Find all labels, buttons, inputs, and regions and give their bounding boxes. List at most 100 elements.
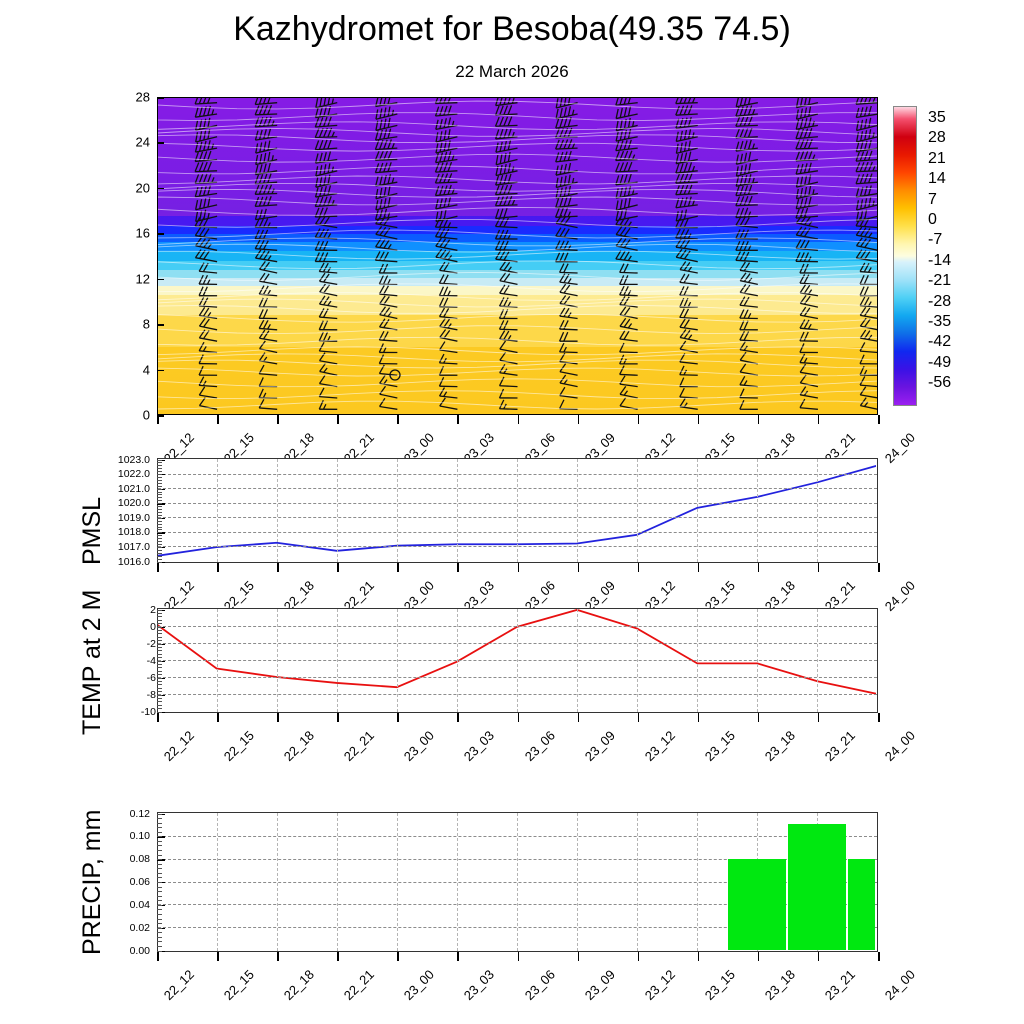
y-axis-minor-tick [157,850,162,852]
y-axis-minor-tick [157,886,162,888]
x-axis-tick [817,952,820,961]
y-axis-minor-tick [157,541,162,543]
y-axis-minor-tick [157,462,162,464]
y-axis-minor-tick [157,667,162,669]
colorbar-label: -21 [928,272,952,290]
precip-axis-title: PRECIP, mm [78,809,106,955]
colorbar-label: 35 [928,109,946,126]
y-axis-minor-tick [157,636,162,638]
y-axis-minor-tick [157,827,162,829]
grid-line-vertical [637,609,639,712]
y-axis-minor-tick [157,877,162,879]
x-axis-tick [457,952,459,961]
y-axis-tick [157,142,164,144]
grid-line-vertical [577,459,579,562]
y-axis-minor-tick [157,616,162,618]
x-axis-label: 23_15 [701,727,738,765]
x-axis-tick [457,563,459,572]
y-axis-minor-tick [157,927,162,929]
x-axis-label: 23_03 [461,727,498,765]
x-axis-tick [337,713,339,722]
y-axis-minor-tick [157,822,162,824]
y-axis-label: -4 [146,654,156,667]
grid-line-vertical [817,459,819,562]
x-axis-tick [757,563,760,572]
y-axis-minor-tick [157,546,162,548]
y-axis-label: 1023.0 [117,453,150,466]
x-axis-label: 23_18 [761,966,798,1004]
y-axis-minor-tick [157,500,162,502]
x-axis-tick [397,952,399,961]
temperature-contour-field [157,97,878,415]
y-axis-label: 0.10 [129,830,150,843]
y-axis-minor-tick [157,468,162,470]
x-axis-tick [697,563,700,572]
y-axis-minor-tick [157,511,162,513]
temperature-band [157,97,878,218]
y-axis-minor-tick [157,657,162,659]
x-axis-label: 23_09 [581,727,618,765]
x-axis-tick [157,563,159,572]
y-axis-minor-tick [157,674,162,676]
grid-line-vertical [817,609,819,712]
y-axis-label: 4 [142,362,150,378]
y-axis-minor-tick [157,623,162,625]
grid-line-vertical [517,459,518,562]
temperature-band [157,269,878,279]
x-axis-tick [217,713,219,722]
y-axis-minor-tick [157,609,162,611]
colorbar-label: 21 [928,149,946,167]
x-axis-label: 23_21 [821,966,858,1004]
y-axis-minor-tick [157,482,162,484]
page-title: Kazhydromet for Besoba(49.35 74.5) [233,10,791,48]
x-axis-label: 23_12 [641,727,678,765]
y-axis-minor-tick [157,697,162,699]
x-axis-label: 23_03 [461,966,498,1004]
y-axis-minor-tick [157,549,162,551]
x-axis-tick [157,713,159,722]
y-axis-label: 24 [135,134,150,150]
grid-line-vertical [517,813,518,951]
y-axis-label: 20 [135,180,150,196]
y-axis-label: 0.06 [129,876,150,888]
colorbar-label: -56 [928,374,952,392]
y-axis-minor-tick [157,612,162,614]
x-axis-tick [757,952,760,961]
y-axis-minor-tick [157,936,162,938]
x-axis-label: 22_12 [160,727,197,765]
y-axis-tick [157,187,164,190]
y-axis-minor-tick [157,854,162,856]
page-subtitle: 22 March 2026 [455,62,569,81]
y-axis-minor-tick [157,708,162,710]
grid-line-vertical [276,459,278,562]
y-axis-minor-tick [157,687,162,689]
x-axis-label: 22_12 [160,966,197,1004]
colorbar-label: -7 [928,231,943,249]
x-axis-tick [337,952,339,961]
temperature-band [157,242,878,253]
y-axis-minor-tick [157,872,162,874]
y-axis-label: 12 [135,271,150,287]
y-axis-label: 0 [150,620,156,633]
y-axis-minor-tick [157,555,162,557]
y-axis-minor-tick [157,677,162,679]
pmsl-axis-title: PMSL [78,496,106,565]
x-axis-label: 22_21 [341,727,378,765]
colorbar-label: -28 [928,292,952,310]
upper-air-cross-section-plot [157,97,878,415]
x-axis-label: 22_21 [341,966,378,1004]
precip-bar [788,824,847,950]
y-axis-label: 0 [142,407,150,423]
y-axis-label: 1018.0 [117,526,150,539]
x-axis-label: 24_00 [881,577,918,615]
temperature-band [157,216,878,228]
y-axis-label: 0.00 [129,944,150,957]
grid-line-vertical [697,459,699,562]
y-axis-label: 1016.0 [117,555,150,568]
x-axis-label: 23_00 [401,727,438,765]
x-axis-tick [517,415,519,424]
y-axis-minor-tick [157,913,162,915]
x-axis-tick [697,415,700,424]
temp-chart [157,608,878,713]
wind-barb-overlay [157,97,878,410]
